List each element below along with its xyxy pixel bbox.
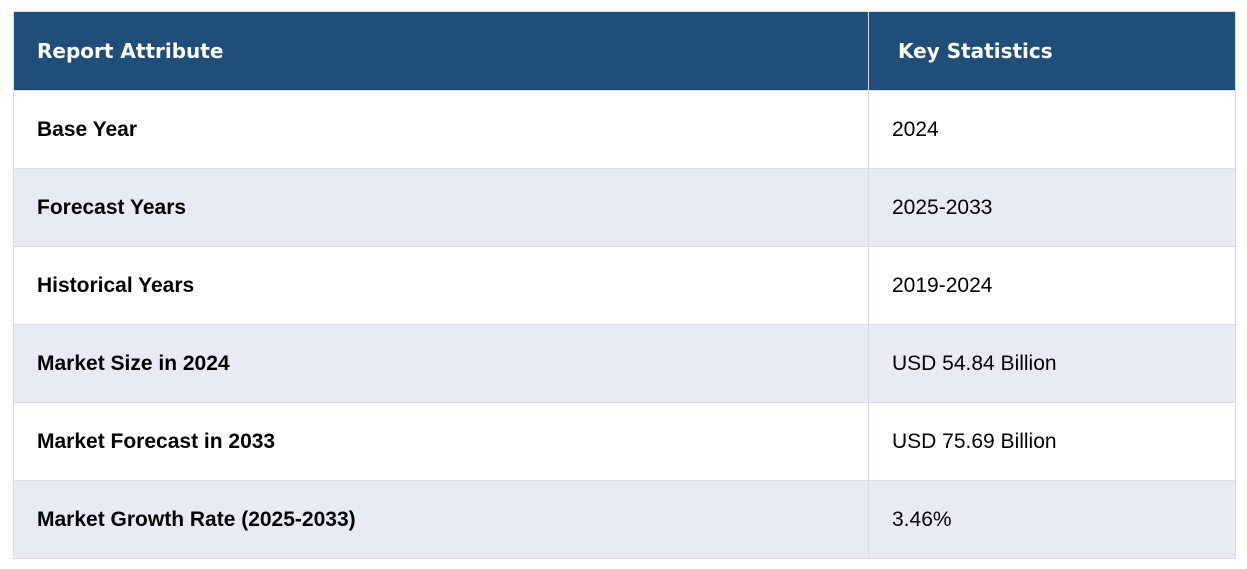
table-row: Market Growth Rate (2025-2033) 3.46% (13, 480, 1236, 559)
value-cell: 2019-2024 (868, 246, 1236, 325)
attribute-cell: Forecast Years (13, 168, 869, 247)
attribute-cell: Historical Years (13, 246, 869, 325)
value-cell: USD 75.69 Billion (868, 402, 1236, 481)
value-cell: USD 54.84 Billion (868, 324, 1236, 403)
header-report-attribute: Report Attribute (13, 11, 869, 91)
attribute-cell: Market Growth Rate (2025-2033) (13, 480, 869, 559)
value-cell: 3.46% (868, 480, 1236, 559)
attribute-cell: Base Year (13, 90, 869, 169)
table-body: Base Year 2024 Forecast Years 2025-2033 … (13, 90, 1236, 559)
value-cell: 2025-2033 (868, 168, 1236, 247)
attribute-cell: Market Size in 2024 (13, 324, 869, 403)
table-row: Forecast Years 2025-2033 (13, 168, 1236, 247)
table-row: Historical Years 2019-2024 (13, 246, 1236, 325)
table-row: Market Size in 2024 USD 54.84 Billion (13, 324, 1236, 403)
value-cell: 2024 (868, 90, 1236, 169)
table-row: Market Forecast in 2033 USD 75.69 Billio… (13, 402, 1236, 481)
table-row: Base Year 2024 (13, 90, 1236, 169)
table-header: Report Attribute Key Statistics (13, 11, 1236, 91)
header-row: Report Attribute Key Statistics (13, 11, 1236, 91)
attribute-cell: Market Forecast in 2033 (13, 402, 869, 481)
report-attributes-table: Report Attribute Key Statistics Base Yea… (13, 11, 1236, 559)
header-key-statistics: Key Statistics (868, 11, 1236, 91)
